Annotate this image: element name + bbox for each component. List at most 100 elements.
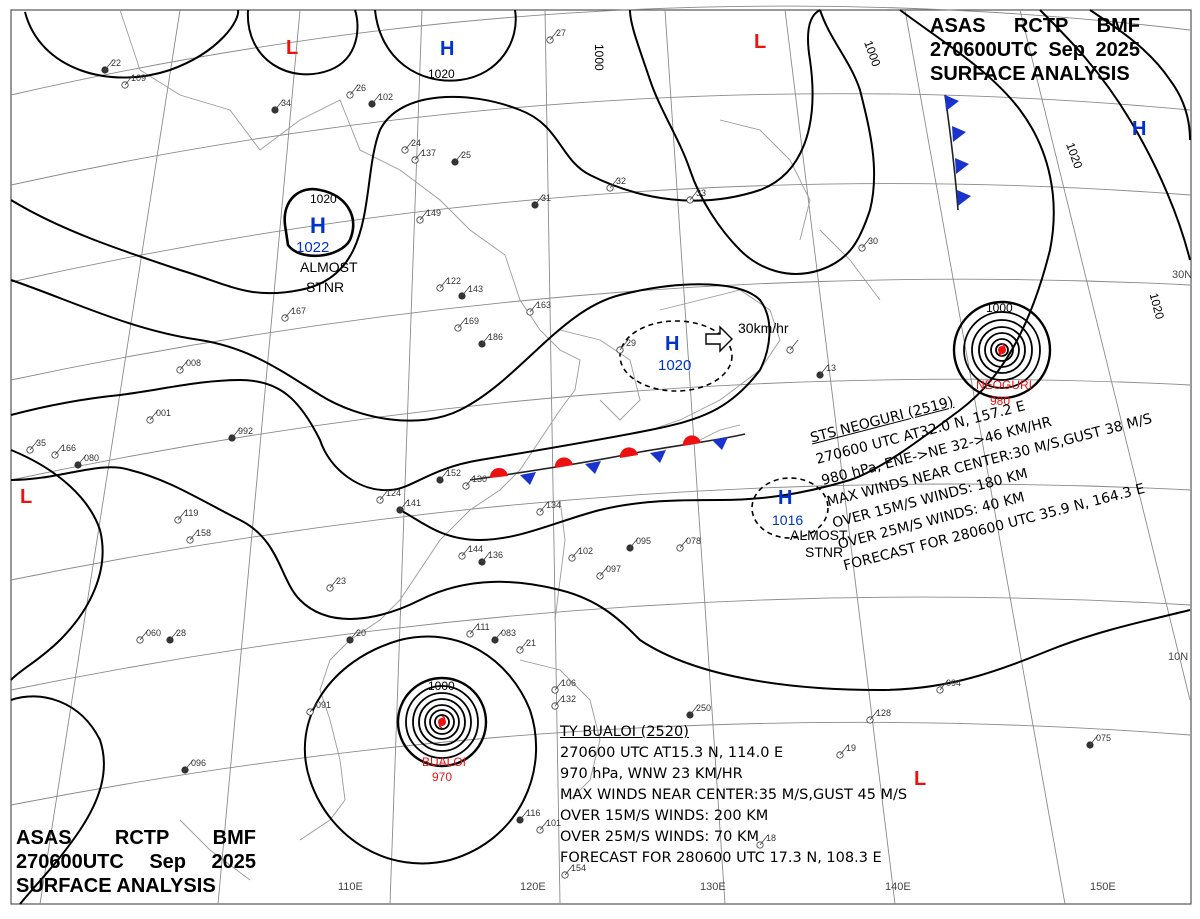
- wind-barb-icon: [439, 469, 449, 481]
- wind-barb-icon: [571, 547, 581, 559]
- stationary-front: [469, 433, 746, 485]
- wind-barb-icon: [371, 93, 381, 105]
- wind-barb-icon: [819, 364, 829, 376]
- station-value: 30: [868, 236, 878, 246]
- station-value: 101: [546, 818, 561, 828]
- isobar-label: 1000: [986, 301, 1013, 315]
- header-top-right: ASAS RCTP BMF 270600UTC Sep 2025 SURFACE…: [930, 14, 1140, 86]
- wind-barb-icon: [534, 194, 544, 206]
- wind-barb-icon: [759, 834, 769, 846]
- isobar-label: 1000: [428, 679, 455, 693]
- low-symbol: L: [286, 37, 298, 59]
- station-value: 132: [561, 694, 576, 704]
- station-value: 32: [616, 176, 626, 186]
- bualoi-info-line: 970 hPa, WNW 23 KM/HR: [560, 766, 743, 782]
- bualoi-info-line: OVER 25M/S WINDS: 70 KM: [560, 829, 759, 845]
- high-note: ALMOST: [790, 527, 848, 543]
- station-value: 095: [636, 536, 651, 546]
- wind-barb-icon: [349, 629, 359, 641]
- typhoon-pressure: 970: [432, 770, 452, 784]
- station-value: 992: [238, 426, 253, 436]
- station-value: 111: [476, 622, 490, 632]
- wind-barb-icon: [349, 84, 359, 96]
- station-value: 250: [696, 703, 711, 713]
- high-symbol: H: [665, 333, 679, 355]
- station-value: 35: [36, 438, 46, 448]
- lon-label-130e: 130E: [700, 881, 726, 893]
- wind-barb-icon: [77, 454, 87, 466]
- station-value: 128: [876, 708, 891, 718]
- graticule: [10, 5, 1191, 905]
- wind-barb-icon: [564, 864, 574, 876]
- isobar-label: 1020: [428, 67, 455, 81]
- station-value: 27: [556, 28, 566, 38]
- wind-barb-icon: [454, 151, 464, 163]
- station-value: 116: [526, 808, 540, 818]
- wind-barb-icon: [439, 277, 449, 289]
- header-time: 2025: [211, 851, 257, 873]
- warm-front-bump: [489, 467, 508, 478]
- station-value: 169: [464, 316, 479, 326]
- wind-barb-icon: [404, 139, 414, 151]
- station-value: 152: [446, 468, 461, 478]
- header-time: 270600UTC: [930, 39, 1038, 61]
- station-value: 20: [356, 628, 366, 638]
- wind-barb-icon: [169, 629, 179, 641]
- wind-barb-icon: [689, 704, 699, 716]
- wind-barb-icon: [465, 475, 475, 487]
- warm-front-bump: [619, 447, 638, 458]
- bualoi-info-line: OVER 15M/S WINDS: 200 KM: [560, 808, 769, 824]
- station-value: 22: [111, 58, 121, 68]
- high-motion: 30km/hr: [738, 320, 789, 336]
- wind-barb-icon: [457, 317, 467, 329]
- wind-barb-icon: [939, 679, 949, 691]
- header-agency: RCTP: [114, 827, 170, 849]
- station-value: 144: [468, 544, 483, 554]
- station-value: 078: [686, 536, 701, 546]
- station-value: 28: [176, 628, 186, 638]
- station-value: 060: [146, 628, 161, 638]
- wind-barb-icon: [124, 74, 134, 86]
- wind-barb-icon: [379, 489, 389, 501]
- low-symbol: L: [914, 768, 926, 790]
- warm-front-bump: [682, 435, 701, 446]
- cold-front-barb: [712, 437, 728, 450]
- header-agency: BMF: [212, 827, 256, 849]
- lon-label-110e: 110E: [338, 881, 363, 893]
- station-value: 21: [526, 638, 536, 648]
- station-value: 109: [131, 73, 146, 83]
- wind-barb-icon: [679, 537, 689, 549]
- station-value: 25: [461, 150, 471, 160]
- station-value: 149: [426, 208, 441, 218]
- header-time: 2025: [1095, 39, 1141, 61]
- high-note: STNR: [306, 279, 344, 295]
- header-agency: RCTP: [1013, 15, 1069, 37]
- station-value: 091: [316, 700, 331, 710]
- wind-barb-icon: [549, 29, 559, 41]
- wind-barb-icon: [139, 629, 149, 641]
- neoguri-center-icon: [998, 343, 1006, 357]
- high-pressure: 1020: [658, 357, 691, 374]
- wind-barb-icon: [469, 623, 479, 635]
- typhoon-name: BUALOI: [422, 755, 466, 769]
- cold-front-barb: [585, 461, 601, 474]
- cold-front-barb: [520, 472, 536, 485]
- station-value: 23: [336, 576, 346, 586]
- station-value: 163: [536, 300, 551, 310]
- header-time: Sep: [149, 851, 187, 873]
- typhoon-pressure: 980: [990, 394, 1010, 408]
- lon-label-140e: 140E: [885, 881, 911, 893]
- wind-barb-icon: [461, 545, 471, 557]
- bualoi-info-line: TY BUALOI (2520): [560, 724, 689, 740]
- wind-barb-icon: [689, 189, 699, 201]
- isobar-label: 1020: [1147, 291, 1168, 321]
- wind-barb-icon: [231, 427, 241, 439]
- lat-label-30n: 30N: [1172, 269, 1192, 281]
- station-value: 008: [186, 358, 201, 368]
- map-frame: [10, 9, 1192, 905]
- header-agency: ASAS: [930, 15, 986, 37]
- high-symbol: H: [1132, 118, 1146, 140]
- wind-barb-icon: [554, 679, 564, 691]
